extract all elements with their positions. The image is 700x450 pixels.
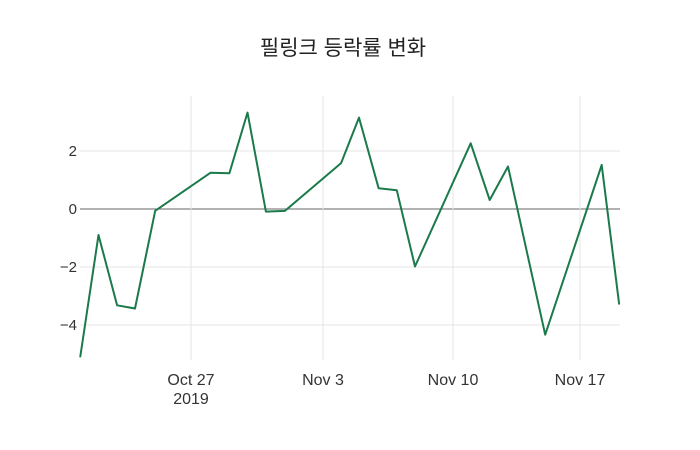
svg-text:Nov 17: Nov 17 xyxy=(555,372,606,389)
svg-text:Oct 27: Oct 27 xyxy=(167,372,214,389)
svg-text:Nov 10: Nov 10 xyxy=(428,372,479,389)
svg-text:2: 2 xyxy=(69,143,77,160)
svg-text:0: 0 xyxy=(69,201,77,218)
svg-text:Nov 3: Nov 3 xyxy=(302,372,344,389)
svg-text:−2: −2 xyxy=(60,259,77,276)
svg-text:−4: −4 xyxy=(60,317,77,334)
svg-text:2019: 2019 xyxy=(173,391,209,408)
